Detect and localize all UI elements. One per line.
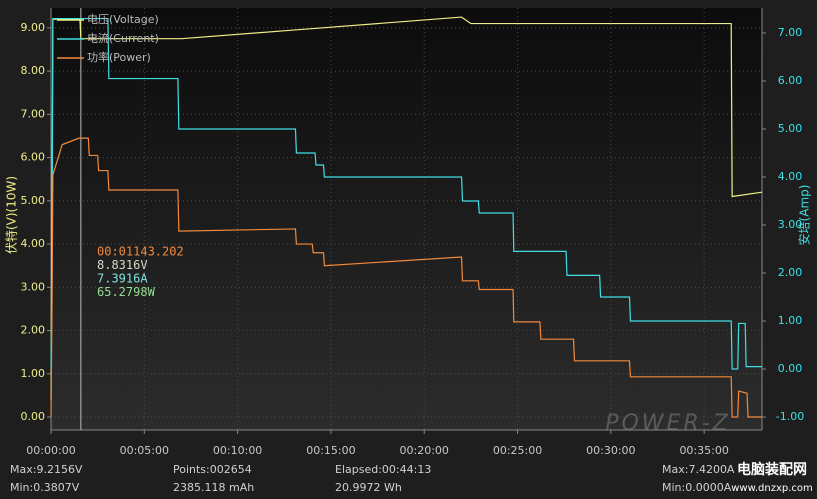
y2-tick-label: 6.00 [778, 74, 803, 87]
y2-tick-label: 0.00 [778, 362, 803, 375]
y-tick-label: 8.00 [21, 64, 46, 77]
x-tick-label: 00:25:00 [493, 444, 542, 457]
x-tick-label: 00:10:00 [213, 444, 262, 457]
y-tick-label: 9.00 [21, 21, 46, 34]
y-tick-label: 7.00 [21, 107, 46, 120]
cursor-readout: 7.3916A [97, 272, 148, 286]
y2-tick-label: 2.00 [778, 266, 803, 279]
y2-tick-label: -1.00 [776, 410, 804, 423]
series-line [50, 17, 762, 370]
x-tick-label: 00:20:00 [400, 444, 449, 457]
x-tick-label: 00:15:00 [306, 444, 355, 457]
y2-tick-label: 1.00 [778, 314, 803, 327]
y-tick-label: 1.00 [21, 367, 46, 380]
stat-top: Elapsed:00:44:13 [335, 463, 431, 476]
logo: POWER-Z [605, 411, 731, 436]
y-tick-label: 5.00 [21, 194, 46, 207]
y-tick-label: 6.00 [21, 151, 46, 164]
y2-tick-label: 3.00 [778, 218, 803, 231]
y-tick-label: 3.00 [21, 280, 46, 293]
y2-tick-label: 4.00 [778, 170, 803, 183]
stat-bottom: 20.9972 Wh [335, 481, 402, 494]
stat-top: Max:9.2156V [10, 463, 83, 476]
y2-axis-label: 安培(Amp) [797, 185, 812, 246]
stat-bottom: Min:0.3807V [10, 481, 80, 494]
cursor-readout: 8.8316V [97, 258, 148, 272]
cursor-readout: 00:01143.202 [97, 245, 184, 259]
y2-tick-label: 7.00 [778, 26, 803, 39]
y2-tick-label: 5.00 [778, 122, 803, 135]
x-tick-label: 00:05:00 [120, 444, 169, 457]
y-tick-label: 2.00 [21, 324, 46, 337]
y-tick-label: 4.00 [21, 237, 46, 250]
series-line [50, 137, 762, 418]
stat-top: Points:002654 [173, 463, 252, 476]
legend-label: 电压(Voltage) [87, 13, 159, 26]
cursor-readout: 65.2798W [97, 285, 156, 299]
watermark-url: www.dnzxp.com [731, 483, 813, 494]
x-tick-label: 00:35:00 [679, 444, 728, 457]
watermark-name: 电脑装配网 [737, 461, 807, 478]
x-tick-label: 00:00:00 [26, 444, 75, 457]
x-tick-label: 00:30:00 [586, 444, 635, 457]
legend-label: 功率(Power) [87, 50, 151, 64]
stat-bottom: Min:0.0000A [662, 481, 732, 494]
legend-label: 电流(Current) [87, 31, 159, 45]
stat-top: Max:7.4200A [662, 463, 735, 476]
stat-bottom: 2385.118 mAh [173, 481, 254, 494]
y-tick-label: 0.00 [21, 410, 46, 423]
y-axis-label: 伏特(V)(10W) [4, 176, 19, 254]
